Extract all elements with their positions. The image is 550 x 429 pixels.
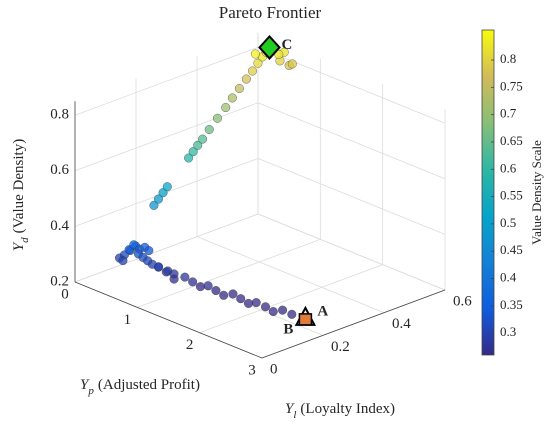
axis-line [261, 289, 446, 359]
y-tick-label: 0 [270, 361, 278, 377]
data-point [221, 102, 231, 113]
x-tick-label: 0 [61, 286, 69, 302]
z-tick-label: 0.6 [50, 162, 69, 178]
data-point [193, 140, 203, 150]
colorbar-tick-label: 0.75 [500, 78, 523, 93]
grid-line [74, 102, 259, 172]
data-point [195, 282, 205, 292]
z-tick-label: 0.8 [50, 107, 69, 123]
grid-line [257, 213, 446, 291]
x-axis-label: Yp (Adjusted Profit) [80, 377, 200, 396]
grid-line [257, 102, 446, 180]
grid-line [257, 46, 446, 124]
data-point [162, 182, 172, 192]
colorbar-label: Value Density Scale [529, 140, 544, 245]
annotation-label: C [281, 37, 292, 53]
marker-diamond [258, 34, 281, 60]
x-tick-label: 1 [124, 312, 132, 328]
annotation-label: B [283, 321, 293, 337]
data-point [144, 246, 154, 256]
data-point [287, 59, 297, 69]
data-point [278, 305, 288, 315]
grid-line [74, 213, 259, 283]
data-point [241, 74, 251, 84]
data-point [247, 66, 258, 76]
data-point [204, 124, 214, 135]
label-subscript: d [19, 237, 31, 243]
data-point [251, 298, 261, 308]
grid-line [196, 236, 385, 314]
label-text: (Value Density) [11, 139, 27, 234]
data-point [219, 290, 229, 300]
colorbar-tick-label: 0.5 [500, 215, 516, 230]
grid-line [199, 264, 383, 334]
colorbar-tick-label: 0.4 [500, 270, 517, 285]
label-subscript: p [87, 385, 94, 397]
data-point [228, 289, 238, 299]
colorbar-tick-label: 0.65 [500, 133, 523, 148]
data-point [268, 306, 278, 317]
colorbar-tick-label: 0.8 [500, 51, 516, 66]
label-symbol: Y [285, 401, 295, 417]
data-point [188, 277, 198, 287]
data-point [184, 153, 194, 163]
colorbar-tick-label: 0.6 [500, 160, 517, 175]
grid-line [137, 238, 321, 308]
annotation-label: A [317, 303, 328, 319]
data-point [154, 262, 164, 272]
data-point [234, 83, 244, 94]
data-point [203, 281, 213, 291]
data-point [211, 286, 221, 296]
colorbar-tick-label: 0.3 [500, 324, 516, 339]
z-tick-label: 0.2 [50, 273, 69, 289]
colorbar-tick-label: 0.55 [500, 188, 523, 203]
chart-title: Pareto Frontier [219, 3, 322, 22]
data-point [236, 294, 246, 304]
data-point [188, 147, 198, 157]
grid-line [257, 158, 446, 235]
data-point [287, 309, 297, 319]
data-point [198, 134, 208, 144]
data-point [180, 272, 190, 282]
colorbar-tick-label: 0.35 [500, 297, 523, 312]
colorbar-tick-label: 0.7 [500, 106, 517, 121]
x-tick-label: 3 [248, 362, 256, 378]
data-point [243, 298, 254, 308]
data-point [149, 200, 159, 210]
label-symbol: Y [80, 377, 90, 393]
data-point [212, 113, 223, 123]
label-symbol: Y [11, 241, 27, 251]
label-text: (Loyalty Index) [300, 401, 395, 417]
data-point [250, 49, 260, 59]
data-point [169, 274, 179, 284]
y-tick-label: 0.6 [453, 293, 472, 309]
grid-line [74, 46, 259, 116]
z-axis-label: Yd (Value Density) [11, 139, 30, 251]
data-point [260, 302, 271, 312]
label-text: (Adjusted Profit) [98, 377, 200, 393]
label-subscript: l [293, 409, 296, 421]
data-point [227, 93, 237, 103]
data-point [153, 194, 164, 204]
axis-line [74, 281, 263, 359]
data-point [118, 256, 128, 266]
y-tick-label: 0.2 [331, 339, 350, 355]
z-tick-label: 0.4 [50, 218, 69, 234]
marker-square [298, 313, 313, 326]
x-tick-label: 2 [186, 337, 194, 353]
colorbar-tick-label: 0.45 [500, 242, 523, 257]
data-point [253, 58, 263, 68]
y-axis-label: Yl (Loyalty Index) [285, 401, 395, 420]
y-tick-label: 0.4 [392, 316, 411, 332]
colorbar [481, 29, 495, 356]
